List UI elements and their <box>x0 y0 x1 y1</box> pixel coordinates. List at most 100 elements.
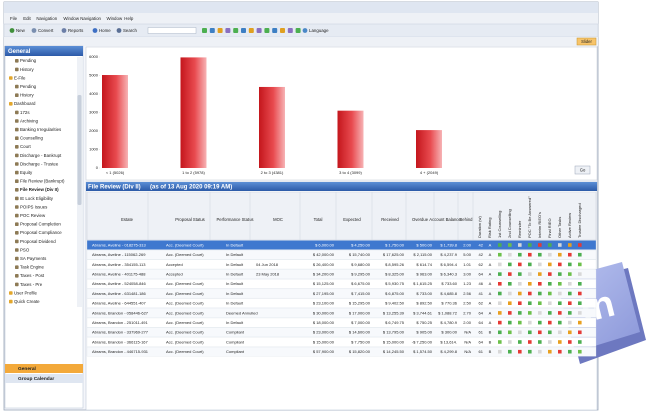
column-header[interactable]: 1st Counselling <box>497 211 502 238</box>
column-header[interactable]: Overdue <box>412 217 429 222</box>
column-header[interactable]: Received <box>381 217 399 222</box>
table-row[interactable] <box>86 298 597 308</box>
status-icon <box>538 340 542 344</box>
tree-item[interactable]: Court <box>20 144 32 149</box>
tree-item[interactable]: Proposal Dividend <box>20 239 56 244</box>
menu-item[interactable]: File <box>10 16 18 21</box>
toolbar-button[interactable]: Convert <box>38 28 54 33</box>
tree-item[interactable]: Proposal Compliance <box>20 230 62 235</box>
column-header[interactable]: Risk Rating <box>487 218 492 238</box>
search-box[interactable] <box>147 27 197 34</box>
tree-item[interactable]: Banking Irregularities <box>20 127 62 132</box>
tree-item[interactable]: File Review (Bankrupt) <box>20 179 65 184</box>
column-header[interactable]: Trustee Discharged <box>577 203 582 238</box>
tree-item[interactable]: Counselling <box>20 136 44 141</box>
tree-item[interactable]: Discharge - Trustee <box>20 161 59 166</box>
tree-item[interactable]: IE Lock Eligibility <box>20 196 54 201</box>
table-row[interactable] <box>86 337 597 347</box>
column-header[interactable]: Behind <box>459 217 473 222</box>
tree-item[interactable]: Pending <box>20 58 37 63</box>
status-icon <box>568 349 572 354</box>
column-header[interactable]: Expected <box>343 217 361 222</box>
column-header[interactable]: Estate <box>121 217 134 222</box>
go-button[interactable] <box>574 165 591 175</box>
tree-item[interactable]: PSO <box>20 247 30 252</box>
tree-item[interactable]: History <box>20 93 34 98</box>
table-row[interactable] <box>86 288 597 299</box>
column-header[interactable]: Performance Status <box>216 217 253 222</box>
column-header[interactable]: Total <box>314 217 323 222</box>
menu-item[interactable]: Navigation <box>36 16 57 21</box>
status-icon <box>548 262 552 267</box>
tree-item[interactable]: Proposal Completion <box>20 222 61 227</box>
tree-item[interactable]: POC Review <box>20 213 46 218</box>
tree-item[interactable]: Taxes - Post <box>20 273 45 278</box>
column-header[interactable]: Active Review <box>567 213 572 238</box>
table-row[interactable] <box>86 308 597 318</box>
menu-item[interactable]: Edit <box>23 16 31 21</box>
column-header[interactable]: 2nd Counselling <box>507 209 512 238</box>
status-icon <box>528 291 532 296</box>
status-icon <box>518 262 522 267</box>
tree-item[interactable]: Archiving <box>20 118 39 123</box>
tree-item[interactable]: File Review (Div II) <box>20 187 59 192</box>
table-cell: $ 34,200.00 <box>313 271 335 276</box>
column-header[interactable]: Duration (w) <box>477 216 482 238</box>
menu-item[interactable]: Help <box>124 16 134 21</box>
table-cell: Acc. (Deemed Court) <box>166 339 204 344</box>
column-header[interactable]: MOC <box>273 217 283 222</box>
table-row[interactable] <box>86 279 597 289</box>
tree-item[interactable]: Discharge - Bankrupt <box>20 153 62 158</box>
table-cell: Acc. (Deemed Court) <box>166 242 204 247</box>
table-row[interactable] <box>86 240 597 250</box>
table-row[interactable] <box>86 259 597 270</box>
table-cell: $ 7,750.00 <box>351 339 371 344</box>
toolbar-button[interactable]: New <box>16 28 26 33</box>
table-cell: $ 6,749.75 <box>385 320 405 325</box>
tree-item[interactable]: Dashboard <box>14 101 36 106</box>
column-header[interactable]: Other Tasks <box>557 217 562 238</box>
toolbar-button[interactable]: Language <box>309 28 329 33</box>
slider-button[interactable] <box>576 37 597 46</box>
footer-calendar[interactable] <box>5 374 83 383</box>
tree-item[interactable]: POIPS Issues <box>20 204 48 209</box>
status-icon <box>578 320 582 325</box>
toolbar-button[interactable]: Reports <box>68 28 84 33</box>
status-icon <box>498 262 502 267</box>
table-row[interactable] <box>86 346 597 357</box>
column-header[interactable]: POC "To Be Answered" <box>527 196 532 238</box>
table-row[interactable] <box>86 269 597 279</box>
column-header[interactable]: Reminder <box>517 220 522 238</box>
tree-item[interactable]: Taxes - Pre <box>20 282 43 287</box>
toolbar-button[interactable]: Search <box>123 28 137 33</box>
table-row[interactable] <box>86 327 597 338</box>
menu-item[interactable]: Window <box>107 16 123 21</box>
tree-item[interactable]: Pending <box>20 84 37 89</box>
table-row[interactable] <box>86 249 597 260</box>
status-icon <box>578 272 582 276</box>
column-header[interactable]: Final RIEO <box>547 218 552 238</box>
table-cell: In Default <box>226 291 244 296</box>
column-header[interactable]: Interim RIEO's <box>537 212 542 238</box>
menu-item[interactable]: Window Navigation <box>63 16 101 21</box>
table-row[interactable] <box>86 317 597 328</box>
tree-item[interactable]: E-File <box>14 75 26 80</box>
tree-item[interactable]: Task Engine <box>20 265 44 270</box>
tree-item[interactable]: Equity <box>20 170 33 175</box>
status-icon <box>528 272 532 276</box>
column-header[interactable]: Account Balance <box>429 217 461 222</box>
footer-general[interactable] <box>5 364 83 373</box>
column-header[interactable]: Proposal Status <box>175 217 205 222</box>
panel-header <box>86 182 597 191</box>
tree-icon <box>15 282 19 287</box>
table-cell: 1.23 <box>463 281 472 286</box>
tree-item[interactable]: SA Payments <box>20 256 47 261</box>
scroll-thumb[interactable] <box>77 95 82 205</box>
toolbar-button[interactable]: Home <box>99 28 111 33</box>
table-cell: 1.01 <box>463 262 472 267</box>
tree-item[interactable]: User Profile <box>14 290 37 295</box>
table-cell: 41 <box>479 291 484 296</box>
tree-item[interactable]: 172s <box>20 110 30 115</box>
tree-item[interactable]: Quick Create <box>14 299 40 304</box>
tree-item[interactable]: History <box>20 67 34 72</box>
